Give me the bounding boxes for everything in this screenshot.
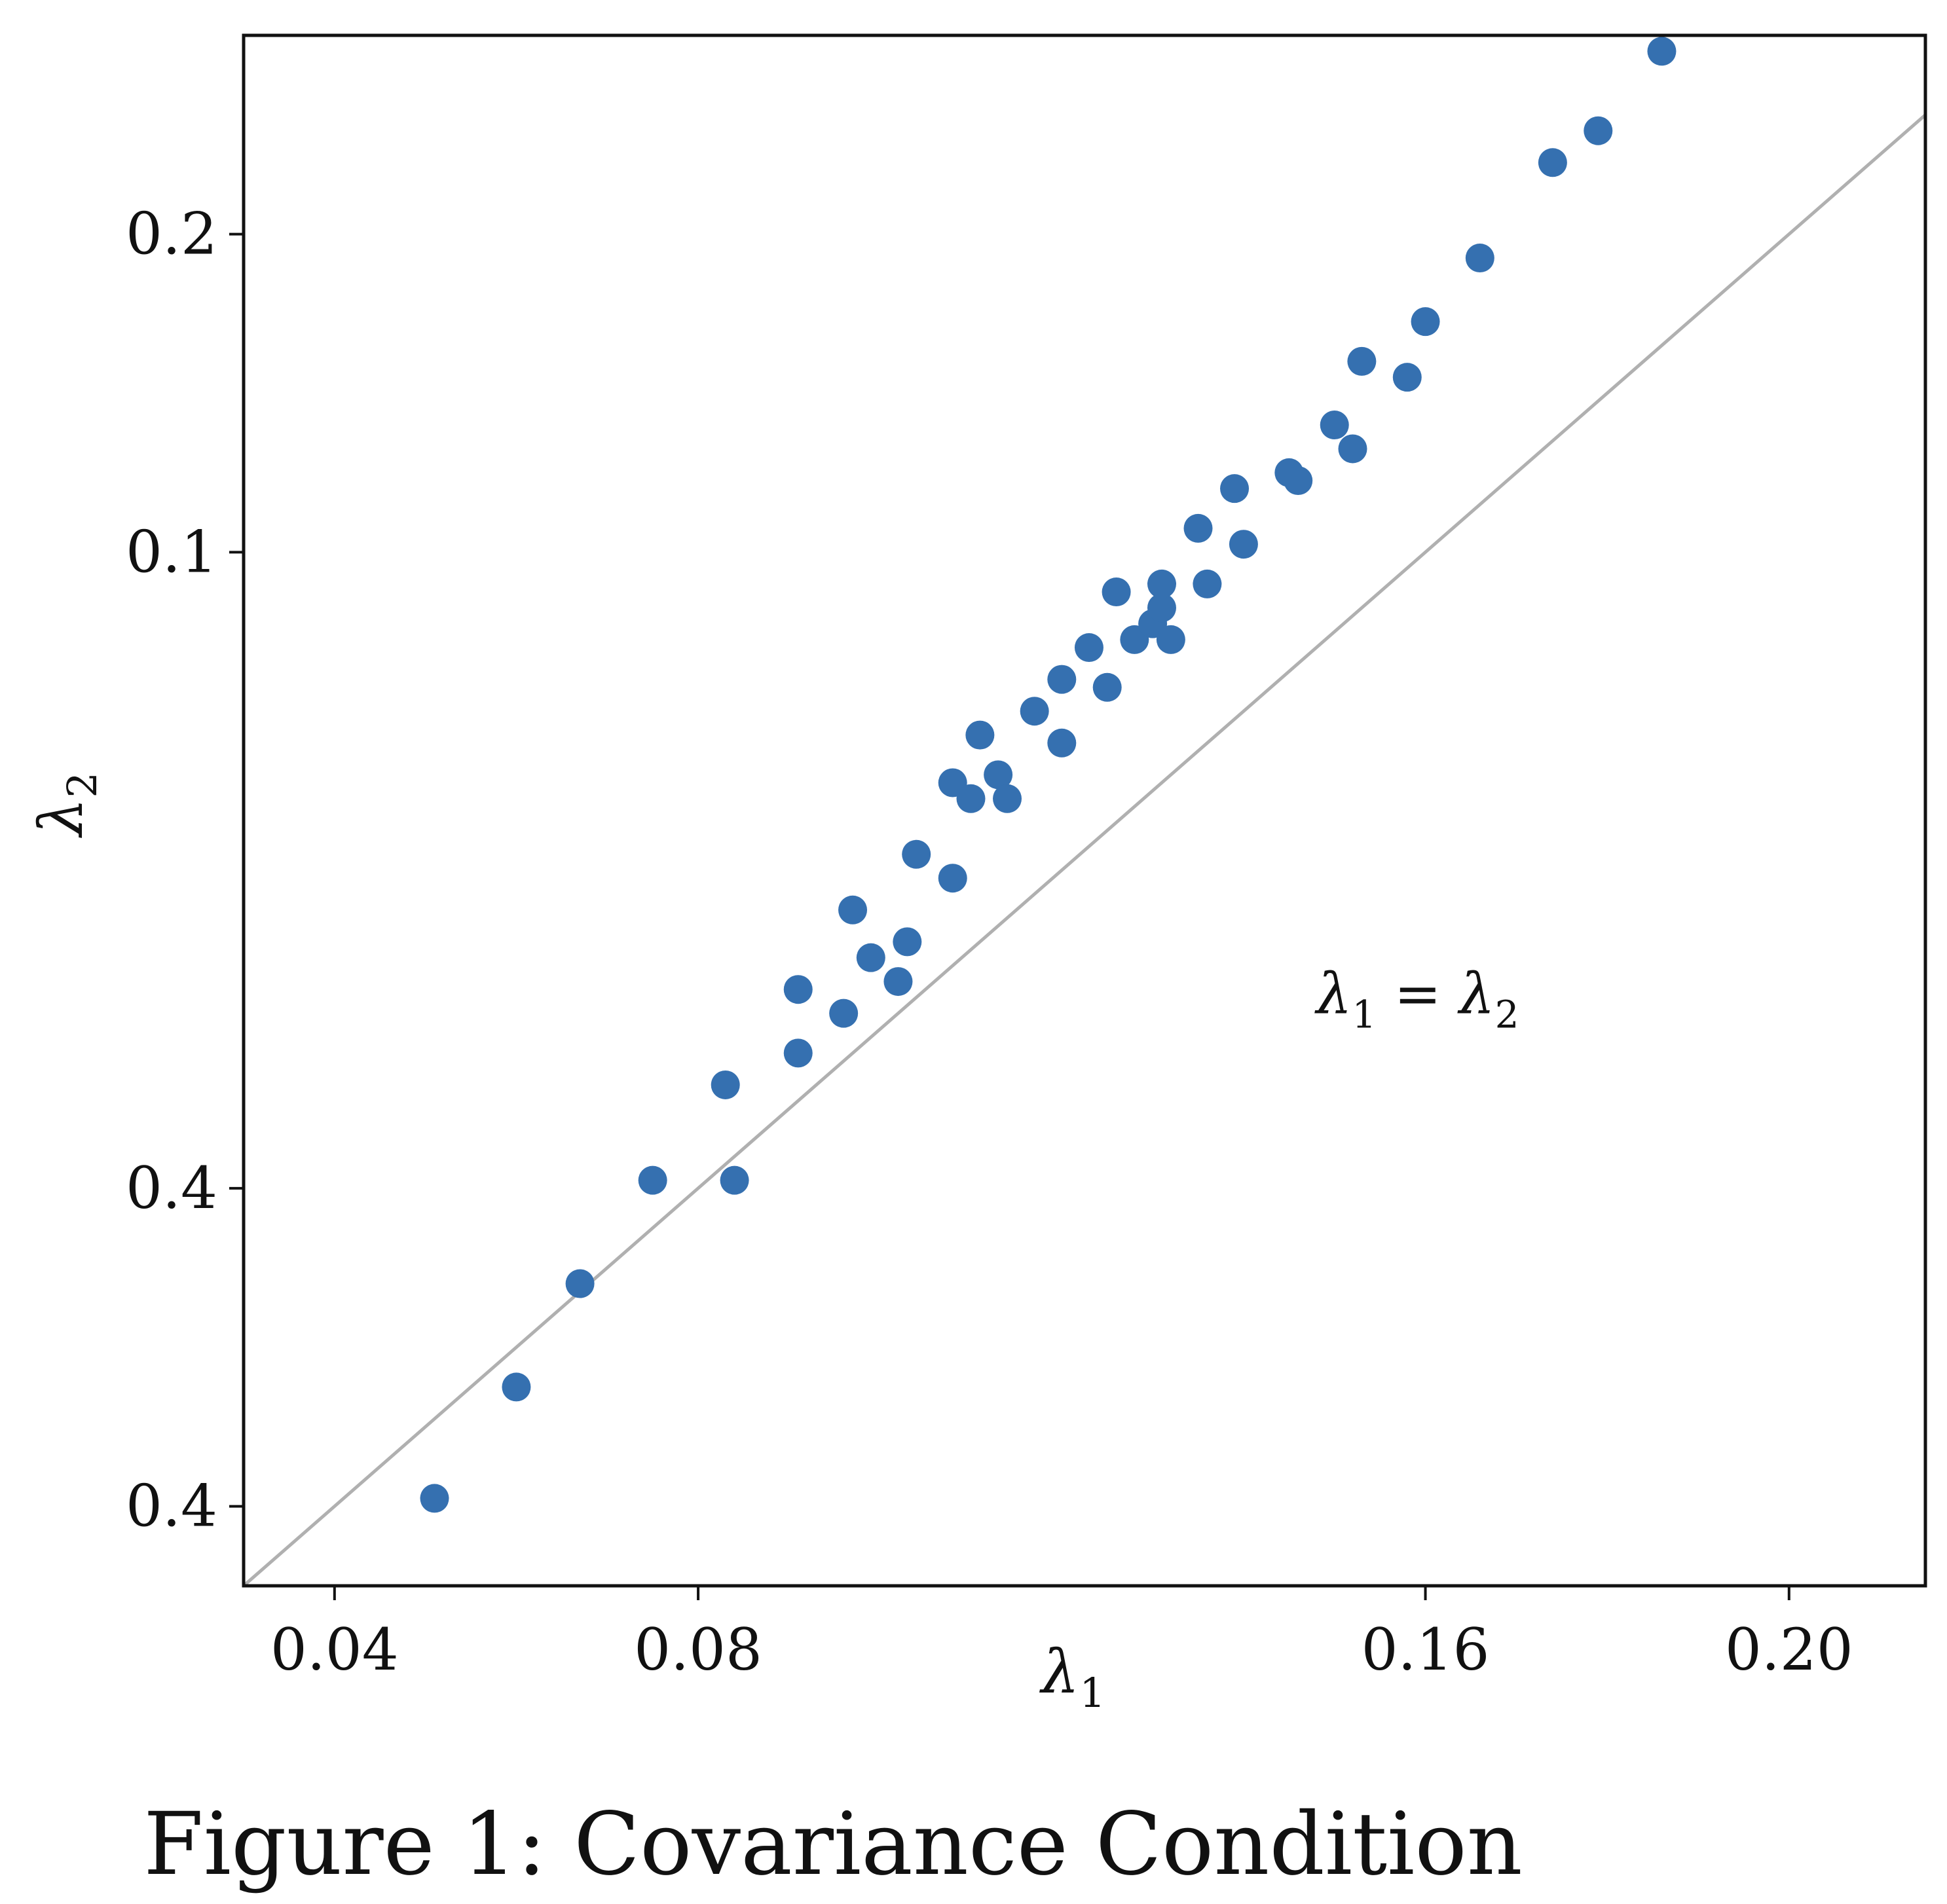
reference-line-label-symbol-2: λ: [1457, 962, 1495, 1027]
data-point: [1465, 244, 1494, 273]
reference-line-label-subscript-2: 2: [1495, 993, 1519, 1037]
y-axis-label-subscript: 2: [58, 772, 106, 797]
data-point: [1102, 577, 1131, 607]
reference-line-label: λ1 = λ2: [1314, 962, 1519, 1037]
data-point: [1074, 633, 1103, 663]
y-axis-label: λ2: [26, 772, 106, 839]
x-axis-label-symbol: λ: [1039, 1637, 1079, 1707]
data-point: [1220, 474, 1250, 503]
x-axis-label: λ1: [1039, 1637, 1105, 1717]
data-point: [1338, 434, 1367, 464]
data-point: [1047, 665, 1077, 694]
y-tick-label: 0.4: [126, 1473, 217, 1540]
data-point: [956, 784, 986, 813]
data-point: [838, 895, 868, 925]
data-point: [965, 720, 995, 750]
data-point: [893, 927, 922, 957]
data-point: [1020, 697, 1049, 726]
x-tick-label: 0.04: [270, 1616, 399, 1683]
data-point: [1147, 593, 1176, 623]
x-axis-label-subscript: 1: [1079, 1669, 1105, 1717]
data-point: [783, 1038, 813, 1068]
data-point: [565, 1269, 595, 1298]
data-point: [1092, 672, 1122, 702]
data-point: [1738, 0, 1767, 10]
data-point: [1347, 346, 1377, 376]
y-tick-label: 0.1: [126, 518, 217, 585]
figure-caption: Figure 1: Covariance Condition: [143, 1794, 1523, 1895]
data-point: [1647, 37, 1677, 66]
data-point: [984, 760, 1013, 790]
data-point: [1584, 116, 1613, 145]
y-tick-label: 0.2: [126, 200, 217, 268]
reference-line-label-subscript-1: 1: [1352, 993, 1376, 1037]
x-tick-label: 0.16: [1362, 1616, 1490, 1683]
data-point: [1392, 363, 1422, 392]
data-points-group: [420, 0, 1767, 1513]
data-point: [420, 1484, 449, 1513]
data-point: [1193, 569, 1222, 598]
y-axis-ticks: 0.2 0.1 0.4 0.4: [126, 200, 244, 1540]
data-point: [829, 998, 859, 1028]
y-axis-label-symbol: λ: [26, 798, 96, 839]
data-point: [1147, 569, 1176, 598]
data-point: [720, 1165, 749, 1195]
data-point: [1411, 307, 1440, 337]
y-tick-label: 0.4: [126, 1154, 217, 1222]
data-point: [711, 1070, 740, 1099]
data-point: [856, 943, 885, 972]
data-point: [1538, 148, 1567, 177]
x-tick-label: 0.08: [634, 1616, 762, 1683]
reference-line-label-equals: =: [1376, 962, 1459, 1027]
data-point: [1229, 530, 1258, 559]
data-point: [938, 864, 967, 893]
data-point: [1320, 411, 1349, 440]
reference-line-label-symbol-1: λ: [1314, 962, 1352, 1027]
data-point: [783, 975, 813, 1004]
plot-frame: [242, 33, 1927, 1588]
data-point: [883, 967, 913, 997]
x-axis-ticks: 0.04 0.08 0.16 0.20: [270, 1586, 1853, 1683]
data-point: [502, 1372, 531, 1402]
data-point: [993, 784, 1022, 813]
data-point: [1156, 625, 1185, 654]
data-point: [1183, 513, 1213, 543]
data-point: [638, 1165, 667, 1195]
data-point: [1047, 728, 1077, 758]
data-point: [1284, 466, 1313, 496]
x-tick-label: 0.20: [1725, 1616, 1853, 1683]
data-point: [902, 839, 931, 869]
